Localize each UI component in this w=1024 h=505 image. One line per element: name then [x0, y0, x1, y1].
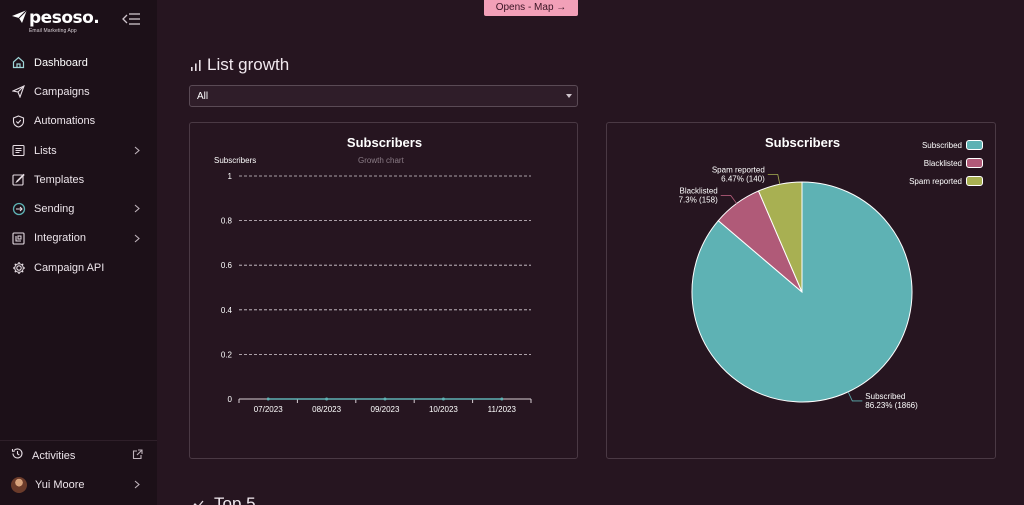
growth-line-chart: 0 0.2 0.4 0.6 0.8 1 07/2023 08/2023 09/2023 10/20… — [221, 172, 532, 414]
top5-title: Top 5 — [214, 494, 256, 505]
pie-slice-value: 6.47% (140) — [721, 174, 765, 183]
pie-legend-item[interactable]: Spam reported — [899, 172, 983, 190]
send-icon — [11, 84, 26, 99]
chevron-right-icon — [134, 146, 140, 155]
y-tick-label: 0.8 — [221, 217, 233, 226]
sidebar-item-templates[interactable]: Templates — [0, 165, 157, 194]
chevron-right-icon — [134, 234, 140, 243]
growth-chart-card: Subscribers Subscribers Growth chart 0 0.… — [189, 122, 578, 459]
list-filter-select[interactable]: All — [189, 85, 578, 107]
user-name: Yui Moore — [35, 478, 85, 491]
x-tick-label: 07/2023 — [254, 405, 283, 414]
edit-icon — [11, 172, 26, 187]
brand-tagline: Email Marketing App — [29, 28, 77, 34]
pie-slice-name: Blacklisted — [679, 186, 717, 195]
paper-plane-logo-icon — [12, 10, 27, 23]
trend-up-icon — [192, 500, 204, 505]
sidebar-item-campaigns[interactable]: Campaigns — [0, 77, 157, 106]
sidebar-item-label: Integration — [34, 232, 86, 245]
pie-slice-name: Subscribed — [865, 392, 905, 401]
sidebar-item-label: Dashboard — [34, 56, 88, 69]
list-icon — [11, 143, 26, 158]
subscribers-pie-card: Subscribers Subscribed Blacklisted Spam re… — [606, 122, 996, 459]
sidebar-item-label: Campaign API — [34, 261, 105, 274]
sidebar-nav: Dashboard Campaigns Automations Lists — [0, 48, 157, 282]
data-point — [266, 397, 270, 401]
home-icon — [11, 55, 26, 70]
pie-label-leader — [847, 391, 863, 402]
pie-legend-swatch — [966, 140, 983, 150]
collapse-sidebar-icon[interactable] — [121, 11, 141, 27]
x-tick-label: 08/2023 — [312, 405, 341, 414]
brand-name: pesoso. — [29, 8, 100, 28]
pie-legend-label: Subscribed — [921, 140, 962, 150]
top5-heading: Top 5 — [190, 494, 256, 505]
sidebar-item-activities[interactable]: Activities — [0, 441, 157, 470]
pie-legend-label: Blacklisted — [923, 158, 962, 168]
sidebar-item-integration[interactable]: Integration — [0, 224, 157, 253]
sending-icon — [11, 202, 26, 217]
sidebar-footer: Activities Yui Moore — [0, 440, 157, 499]
data-point — [441, 397, 445, 401]
growth-chart-subtitle: Growth chart — [358, 156, 404, 165]
history-icon — [11, 447, 24, 465]
pie-chart-title: Subscribers — [765, 135, 841, 150]
y-tick-label: 1 — [228, 172, 233, 181]
chevron-right-icon — [134, 205, 140, 213]
growth-legend-label: Subscribers — [214, 156, 257, 165]
sidebar-item-campaign-api[interactable]: Campaign API — [0, 253, 157, 282]
sidebar: pesoso. Email Marketing App Dashboard Ca… — [0, 0, 157, 505]
opens-map-button[interactable]: Opens - Map → — [484, 0, 578, 16]
external-link-icon[interactable] — [132, 449, 143, 460]
sidebar-item-label: Campaigns — [34, 85, 90, 98]
pie-legend-swatch — [966, 158, 983, 168]
pie-legend-item[interactable]: Subscribed — [899, 136, 983, 154]
chevron-right-icon — [134, 480, 140, 489]
activities-label: Activities — [32, 449, 76, 462]
x-tick-label: 09/2023 — [371, 405, 400, 414]
sidebar-item-label: Sending — [34, 203, 75, 216]
pie-label-leader — [767, 174, 781, 185]
x-tick-label: 11/2023 — [488, 405, 517, 414]
y-tick-label: 0.4 — [221, 306, 233, 315]
brand-logo[interactable]: pesoso. Email Marketing App — [12, 8, 100, 34]
section-heading: List growth — [190, 55, 289, 75]
sidebar-item-lists[interactable]: Lists — [0, 136, 157, 165]
pie-legend: Subscribed Blacklisted Spam reported — [899, 136, 983, 190]
y-tick-label: 0.2 — [221, 350, 233, 359]
list-filter-value: All — [197, 90, 209, 102]
pie-legend-swatch — [966, 176, 983, 186]
sidebar-item-dashboard[interactable]: Dashboard — [0, 48, 157, 77]
data-point — [383, 397, 387, 401]
data-point — [325, 397, 329, 401]
data-point — [500, 397, 504, 401]
avatar — [11, 476, 27, 493]
y-tick-label: 0.6 — [221, 261, 233, 270]
pie-slice-value: 86.23% (1866) — [865, 401, 918, 410]
shield-check-icon — [11, 114, 26, 129]
sidebar-item-sending[interactable]: Sending — [0, 194, 157, 223]
page-title: List growth — [207, 55, 290, 74]
caret-down-icon — [566, 94, 572, 98]
user-menu[interactable]: Yui Moore — [0, 470, 157, 499]
gear-icon — [11, 260, 26, 275]
pie-slice-name: Spam reported — [712, 165, 765, 174]
sidebar-item-label: Templates — [34, 173, 85, 186]
y-tick-label: 0 — [228, 395, 233, 404]
pie-legend-item[interactable]: Blacklisted — [899, 154, 983, 172]
x-tick-label: 10/2023 — [429, 405, 458, 414]
sidebar-item-label: Lists — [34, 144, 57, 157]
growth-chart-title: Subscribers — [346, 135, 423, 150]
pie-label-leader — [720, 195, 737, 204]
bar-chart-icon — [191, 59, 201, 71]
pie-slice-value: 7.3% (158) — [679, 195, 718, 204]
sidebar-item-automations[interactable]: Automations — [0, 107, 157, 136]
pie-legend-label: Spam reported — [909, 176, 962, 186]
sidebar-item-label: Automations — [34, 115, 96, 128]
plug-icon — [11, 231, 26, 246]
